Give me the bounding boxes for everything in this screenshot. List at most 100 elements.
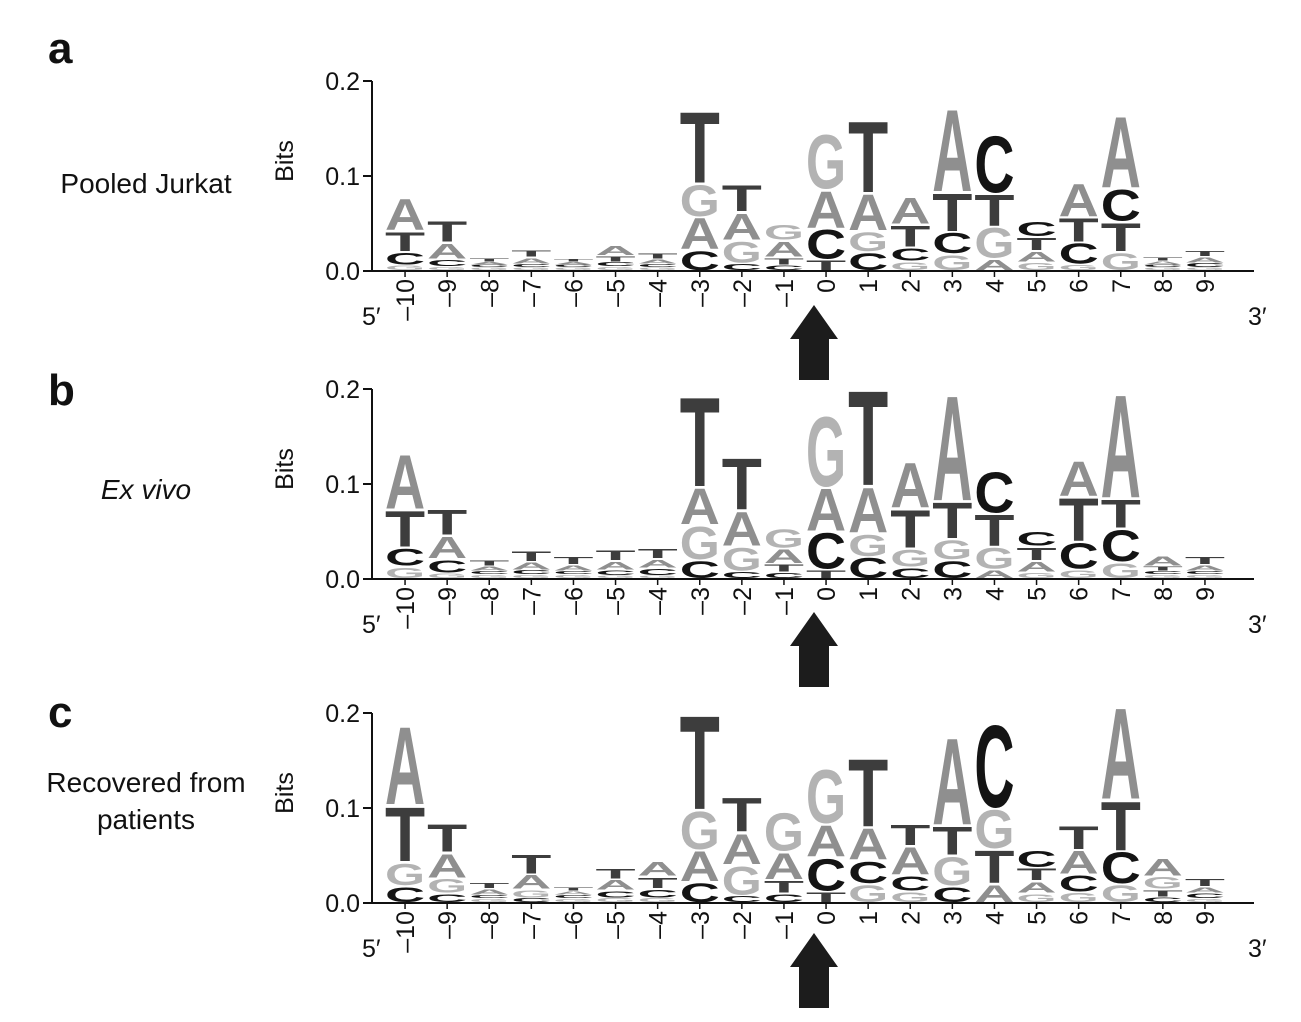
logo-letter-a: A [764, 237, 804, 261]
x-tick-label: –10 [392, 911, 420, 953]
five-prime-label: 5′ [362, 303, 381, 331]
logo-letter-t: T [1143, 257, 1183, 262]
cleavage-arrow-icon [790, 612, 838, 687]
logo-letter-t: T [974, 841, 1014, 893]
logo-letter-g: G [764, 804, 804, 863]
logo-letter-g: G [722, 858, 762, 903]
logo-letter-g: G [764, 220, 804, 244]
logo-letter-a: A [1143, 555, 1183, 569]
logo-letter-a: A [511, 561, 551, 572]
logo-letter-c: C [764, 264, 804, 271]
x-tick-label: 8 [1150, 911, 1178, 925]
logo-letter-c: C [806, 849, 846, 900]
logo-letter-g: G [511, 888, 551, 899]
logo-letter-g: G [932, 251, 972, 275]
logo-letter-g: G [1143, 267, 1183, 271]
logo-letter-a: A [469, 261, 509, 265]
logo-letter-g: G [974, 799, 1014, 860]
logo-letter-a: A [1101, 683, 1141, 827]
logo-letter-c: C [638, 568, 678, 577]
logo-letter-a: A [722, 503, 762, 557]
logo-letter-t: T [1185, 877, 1226, 888]
logo-letter-t: T [1059, 212, 1099, 249]
logo-letter-t: T [1017, 234, 1057, 254]
logo-letter-t: T [1143, 889, 1184, 898]
logo-letter-a: A [1059, 451, 1099, 506]
logo-letter-t: T [848, 102, 888, 215]
panel-label: Recovered from patients [46, 767, 245, 835]
logo-letter-c: C [890, 565, 930, 581]
panel-letter: c [48, 688, 72, 737]
x-tick-label: 2 [897, 279, 925, 293]
logo-letter-a: A [806, 817, 846, 866]
x-tick-label: –7 [518, 279, 546, 307]
logo-letter-c: C [1017, 847, 1057, 872]
x-tick-label: –2 [729, 911, 757, 939]
logo-letter-c: C [1101, 181, 1141, 230]
logo-letter-g: G [1017, 261, 1057, 272]
x-tick-label: 6 [1066, 587, 1094, 601]
logo-letter-t: T [469, 881, 510, 889]
logo-letter-g: G [596, 575, 636, 579]
panel-letter: b [48, 366, 75, 415]
x-tick-label: –2 [729, 587, 757, 615]
logo-letter-t: T [511, 849, 552, 879]
logo-letter-t: T [890, 819, 930, 851]
x-tick-label: 2 [897, 587, 925, 601]
x-tick-label: –4 [645, 279, 673, 307]
x-tick-label: 8 [1150, 587, 1178, 601]
logo-letter-c: C [1101, 843, 1141, 892]
x-tick-label: 3 [939, 279, 967, 293]
x-tick-label: –1 [771, 587, 799, 615]
x-tick-label: –6 [560, 911, 588, 939]
logo-letter-t: T [511, 549, 551, 564]
logo-letter-c: C [890, 872, 930, 895]
logo-letter-a: A [596, 560, 636, 572]
x-tick-label: 7 [1108, 587, 1136, 601]
logo-letter-t: T [553, 555, 594, 566]
logo-letter-t: T [722, 443, 762, 525]
x-tick-label: –5 [603, 911, 631, 939]
logo-letter-t: T [638, 252, 679, 260]
logo-letter-a: A [469, 888, 509, 896]
logo-letter-t: T [596, 255, 637, 263]
x-tick-label: 1 [855, 587, 883, 601]
logo-letter-t: T [511, 249, 552, 258]
x-tick-label: 8 [1150, 279, 1178, 293]
y-tick-label: 0.2 [325, 376, 360, 404]
logo-letter-t: T [1185, 555, 1226, 566]
logo-letter-g: G [427, 572, 467, 579]
logo-letter-g: G [722, 542, 762, 578]
logo-letter-a: A [1101, 97, 1141, 210]
y-axis-title: Bits [271, 448, 299, 490]
logo-letter-t: T [806, 890, 846, 905]
logo-letter-a: A [680, 479, 720, 535]
logo-letter-c: C [511, 263, 551, 268]
logo-letter-a: A [764, 846, 804, 888]
logo-letter-t: T [385, 502, 425, 558]
logo-letter-c: C [806, 222, 846, 268]
logo-letter-c: C [596, 890, 636, 899]
logo-letter-c: C [596, 570, 636, 577]
logo-letter-g: G [680, 802, 720, 861]
logo-letter-g: G [1059, 263, 1099, 271]
x-tick-label: –5 [603, 279, 631, 307]
logo-letter-a: A [722, 825, 762, 873]
logo-letter-g: G [1185, 898, 1225, 903]
logo-letter-c: C [553, 894, 593, 899]
logo-letter-c: C [427, 892, 467, 904]
logo-letter-a: A [596, 877, 636, 893]
